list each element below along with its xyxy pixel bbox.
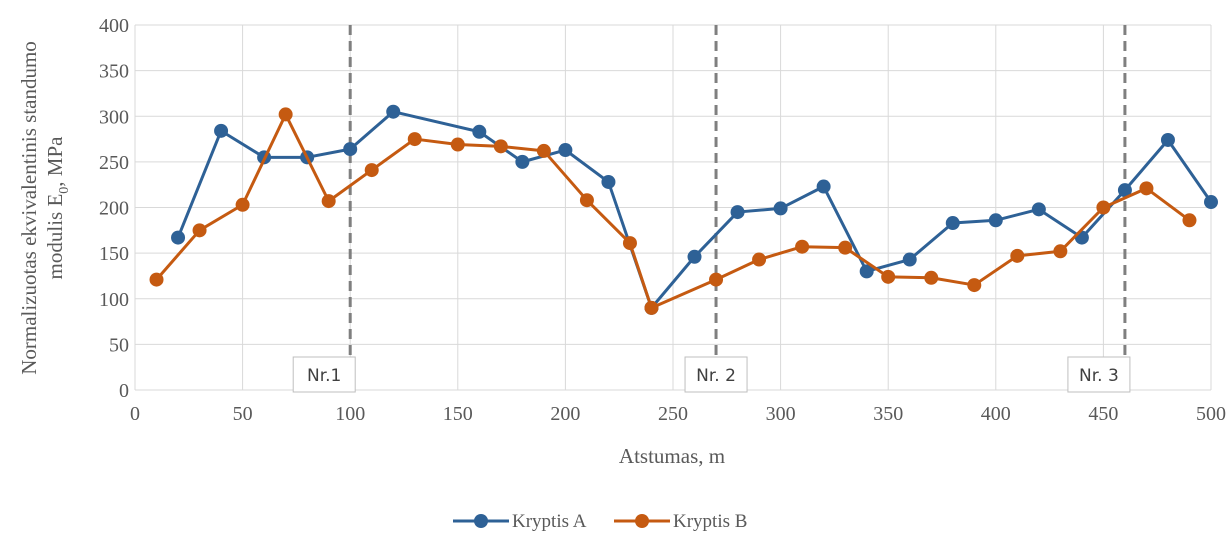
data-point: [515, 154, 530, 169]
x-tick-label: 500: [1196, 403, 1226, 425]
data-point: [1160, 132, 1175, 147]
reference-label-box: [1067, 356, 1131, 393]
x-tick-label: 0: [130, 403, 140, 425]
data-point: [407, 132, 422, 147]
y-tick-label: 350: [99, 61, 129, 83]
y-tick-label: 150: [99, 243, 129, 265]
reference-label-box: [684, 356, 748, 393]
data-point: [450, 137, 465, 152]
data-point: [1139, 181, 1154, 196]
data-point: [988, 213, 1003, 228]
x-axis-title: Atstumas, m: [619, 444, 725, 468]
data-point: [1204, 195, 1218, 210]
y-tick-label: 300: [99, 106, 129, 128]
data-point: [1053, 244, 1068, 259]
data-point: [622, 236, 637, 251]
y-tick-label: 100: [99, 289, 129, 311]
data-point: [881, 269, 896, 284]
legend-label: Kryptis A: [512, 511, 587, 532]
tick-labels: 0 50 100 150 200 250 300 350 400 450 500 0 50 100 150 2…: [99, 15, 1226, 425]
reference-label: Nr. 2: [696, 366, 736, 386]
y-tick-label: 200: [99, 198, 129, 220]
data-point: [795, 239, 810, 254]
x-tick-label: 200: [550, 403, 580, 425]
data-point: [773, 201, 788, 216]
x-tick-label: 400: [981, 403, 1011, 425]
data-point: [278, 107, 293, 122]
data-point: [235, 197, 250, 212]
data-point: [1031, 202, 1046, 217]
data-point: [386, 104, 401, 119]
data-point: [752, 252, 767, 267]
data-point: [644, 300, 659, 315]
reference-label: Nr. 3: [1079, 366, 1119, 386]
x-tick-label: 100: [335, 403, 365, 425]
legend-label: Kryptis B: [673, 511, 747, 532]
data-point: [687, 249, 702, 264]
x-tick-label: 150: [443, 403, 473, 425]
x-tick-label: 250: [658, 403, 688, 425]
data-point: [536, 143, 551, 158]
data-point: [838, 240, 853, 255]
y-axis-title-line1: Normalizuotas ekvivalentinis standumo: [17, 41, 41, 375]
data-point: [1010, 248, 1025, 263]
series-line-kryptis-a: [176, 110, 1213, 310]
data-point: [493, 139, 508, 154]
data-point: [859, 264, 874, 279]
x-tick-label: 450: [1088, 403, 1118, 425]
data-point: [816, 179, 831, 194]
data-point: [343, 142, 358, 157]
y-tick-label: 400: [99, 15, 129, 37]
x-tick-label: 300: [766, 403, 796, 425]
data-point: [149, 272, 164, 287]
data-point: [967, 278, 982, 293]
data-point: [902, 252, 917, 267]
gridlines: [134, 24, 1212, 391]
data-point: [579, 193, 594, 208]
data-point: [171, 230, 186, 245]
data-point: [214, 123, 229, 138]
data-point: [924, 270, 939, 285]
data-point: [601, 174, 616, 189]
x-tick-label: 50: [233, 403, 253, 425]
data-point: [1096, 200, 1111, 215]
legend: Kryptis A Kryptis B: [453, 511, 747, 532]
data-point: [321, 194, 336, 209]
reference-label: Nr.1: [307, 366, 341, 386]
y-axis-title-suffix: , MPa: [43, 136, 67, 187]
y-tick-label: 250: [99, 152, 129, 174]
legend-marker: [635, 514, 649, 528]
data-point: [192, 223, 207, 238]
y-tick-label: 0: [119, 380, 129, 402]
y-axis-title-subscript: 0: [57, 187, 72, 194]
data-point: [1117, 183, 1132, 198]
y-tick-label: 50: [109, 334, 129, 356]
y-axis-title-main: modulis E: [43, 194, 67, 280]
reference-lines: Nr.1 Nr. 2 Nr. 3: [292, 25, 1131, 393]
reference-label-box: [292, 356, 356, 393]
series-group: [149, 104, 1218, 315]
data-point: [730, 205, 745, 220]
data-point: [558, 143, 573, 158]
x-tick-label: 350: [873, 403, 903, 425]
data-point: [472, 124, 487, 139]
data-point: [945, 216, 960, 231]
y-axis-title-line2: modulis E0, MPa: [43, 136, 72, 280]
data-point: [364, 163, 379, 178]
data-point: [1182, 213, 1197, 228]
data-point: [709, 272, 724, 287]
legend-marker: [474, 514, 488, 528]
